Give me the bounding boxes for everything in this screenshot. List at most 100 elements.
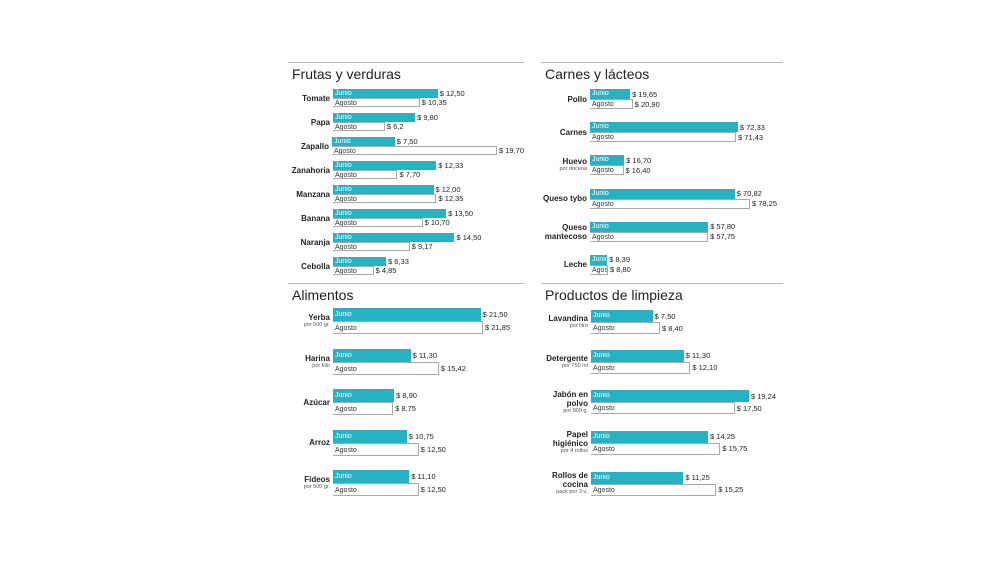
bar: Agosto bbox=[333, 218, 423, 227]
series-name: Junio bbox=[335, 311, 352, 318]
category-label: Zanahoria bbox=[288, 166, 333, 175]
bar-line: Agosto $ 78,25 bbox=[590, 198, 777, 209]
series-name: Agosto bbox=[335, 124, 357, 131]
category-label: Detergente por 750 ml bbox=[541, 354, 591, 370]
bar-line: Junio $ 11,30 bbox=[591, 349, 717, 362]
value-label: $ 21,50 bbox=[482, 310, 508, 319]
row: Jabón en polvo por 800 g. Junio $ 19,24 Agos… bbox=[541, 390, 783, 415]
bar-line: Junio $ 14,50 bbox=[333, 233, 481, 242]
bar-line: Agosto $ 12,35 bbox=[333, 194, 463, 203]
series-name: Junio bbox=[593, 312, 610, 319]
category: Tomate bbox=[302, 93, 330, 103]
series-name: Junio bbox=[592, 156, 609, 164]
bar-line: Agosto $ 15,75 bbox=[591, 442, 747, 455]
bar-line: Agosto $ 15,25 bbox=[591, 483, 744, 496]
category: Lavandina bbox=[548, 314, 588, 323]
bar: Junio bbox=[331, 137, 395, 146]
category-label: Leche bbox=[541, 260, 590, 269]
value-label: $ 8,80 bbox=[609, 265, 631, 275]
bar-group: Junio $ 11,30 Agosto $ 15,42 bbox=[333, 348, 466, 375]
bar: Junio bbox=[333, 233, 455, 242]
category-label: Jabón en polvo por 800 g. bbox=[541, 390, 591, 415]
series-name: Junio bbox=[592, 189, 609, 197]
bar: Junio bbox=[590, 155, 625, 166]
bar: Junio bbox=[333, 161, 437, 170]
bar: Agosto bbox=[591, 402, 735, 414]
bar-group: Junio $ 8,90 Agosto $ 8,75 bbox=[333, 389, 417, 415]
value-label: $ 9,80 bbox=[417, 113, 438, 122]
bar: Junio bbox=[333, 389, 395, 402]
bar-line: Junio $ 21,50 bbox=[333, 308, 510, 321]
row: Manzana Junio $ 12,00 Agosto $ 12,35 bbox=[288, 185, 524, 203]
bar: Agosto bbox=[333, 170, 398, 179]
category: Papa bbox=[310, 117, 330, 127]
series-name: Junio bbox=[592, 90, 609, 97]
bar-group: Junio $ 10,75 Agosto $ 12,50 bbox=[333, 429, 446, 456]
bar: Agosto bbox=[591, 483, 717, 496]
bar-group: Junio $ 11,25 Agosto $ 15,25 bbox=[591, 471, 744, 496]
bar: Junio bbox=[591, 430, 709, 443]
category-label: Queso tybo bbox=[541, 194, 590, 203]
bar-line: Agosto $ 57,75 bbox=[590, 231, 736, 242]
bar-line: Junio $ 12,00 bbox=[333, 185, 463, 194]
series-name: Agosto bbox=[335, 268, 357, 275]
bar-group: Junio $ 12,50 Agosto $ 10,35 bbox=[333, 89, 465, 107]
bar-line: Junio $ 57,80 bbox=[590, 221, 735, 232]
bar-line: Agosto $ 12,50 bbox=[333, 483, 446, 496]
bar: Agosto bbox=[333, 483, 419, 496]
row: Carnes Junio $ 72,33 Agosto $ 71,43 bbox=[541, 122, 783, 143]
bar-line: Junio $ 11,25 bbox=[591, 471, 743, 484]
series-name: Junio bbox=[335, 258, 352, 265]
category: Detergente bbox=[546, 353, 588, 363]
bar: Agosto bbox=[333, 442, 419, 456]
rows: Yerba por 500 gr. Junio $ 21,50 Agosto $ 21,8… bbox=[288, 308, 524, 496]
series-name: Agosto bbox=[593, 486, 615, 494]
row: Papa Junio $ 9,80 Agosto $ 6,2 bbox=[288, 113, 524, 131]
bar: Junio bbox=[333, 113, 416, 122]
row: Zanahoria Junio $ 12,33 Agosto $ 7,70 bbox=[288, 161, 524, 179]
bar: Junio bbox=[333, 429, 407, 443]
bar-line: Agosto $ 8,75 bbox=[333, 402, 417, 415]
row: Detergente por 750 ml Junio $ 11,30 Agosto $ … bbox=[541, 349, 783, 374]
value-label: $ 10,75 bbox=[408, 431, 434, 441]
row: Harina por kilo Junio $ 11,30 Agosto $ 15,42 bbox=[288, 348, 524, 375]
category: Banana bbox=[301, 213, 330, 223]
bar-group: Junio $ 11,30 Agosto $ 12,10 bbox=[591, 349, 717, 374]
bar-group: Junio $ 70,82 Agosto $ 78,25 bbox=[590, 188, 777, 209]
bar-line: Junio $ 8,39 bbox=[590, 254, 631, 265]
bar: Agosto bbox=[590, 99, 633, 109]
series-name: Agosto bbox=[592, 233, 614, 241]
series-name: Agosto bbox=[592, 266, 608, 274]
value-label: $ 8,90 bbox=[396, 391, 417, 400]
bar-line: Agosto $ 15,42 bbox=[333, 361, 466, 375]
bar-line: Junio $ 70,82 bbox=[590, 188, 777, 199]
series-name: Junio bbox=[335, 351, 352, 359]
category: Arroz bbox=[309, 438, 330, 447]
bar-group: Junio $ 21,50 Agosto $ 21,85 bbox=[333, 308, 510, 334]
category: Harina bbox=[305, 353, 330, 363]
value-label: $ 13,50 bbox=[448, 209, 474, 218]
category-label: Cebolla bbox=[288, 262, 333, 271]
series-name: Agosto bbox=[333, 148, 356, 155]
bar: Junio bbox=[333, 470, 410, 483]
series-name: Junio bbox=[593, 432, 610, 440]
bar: Junio bbox=[333, 308, 481, 321]
bar: Junio bbox=[333, 209, 447, 218]
value-label: $ 19,70 bbox=[498, 146, 524, 155]
series-name: Junio bbox=[335, 114, 352, 121]
category: Yerba bbox=[308, 313, 330, 322]
bar: Junio bbox=[333, 89, 438, 98]
value-label: $ 57,75 bbox=[710, 232, 736, 242]
value-label: $ 15,25 bbox=[718, 485, 744, 494]
bar-line: Junio $ 13,50 bbox=[333, 209, 473, 218]
bar-line: Agosto $ 16,40 bbox=[590, 165, 651, 176]
bar: Agosto bbox=[591, 361, 691, 374]
value-label: $ 6,2 bbox=[386, 122, 404, 131]
value-label: $ 19,65 bbox=[632, 89, 658, 99]
row: Yerba por 500 gr. Junio $ 21,50 Agosto $ 21,8… bbox=[288, 308, 524, 334]
series-name: Junio bbox=[333, 138, 351, 145]
value-label: $ 11,25 bbox=[685, 473, 710, 482]
bar: Agosto bbox=[333, 266, 374, 275]
series-name: Junio bbox=[335, 432, 352, 440]
